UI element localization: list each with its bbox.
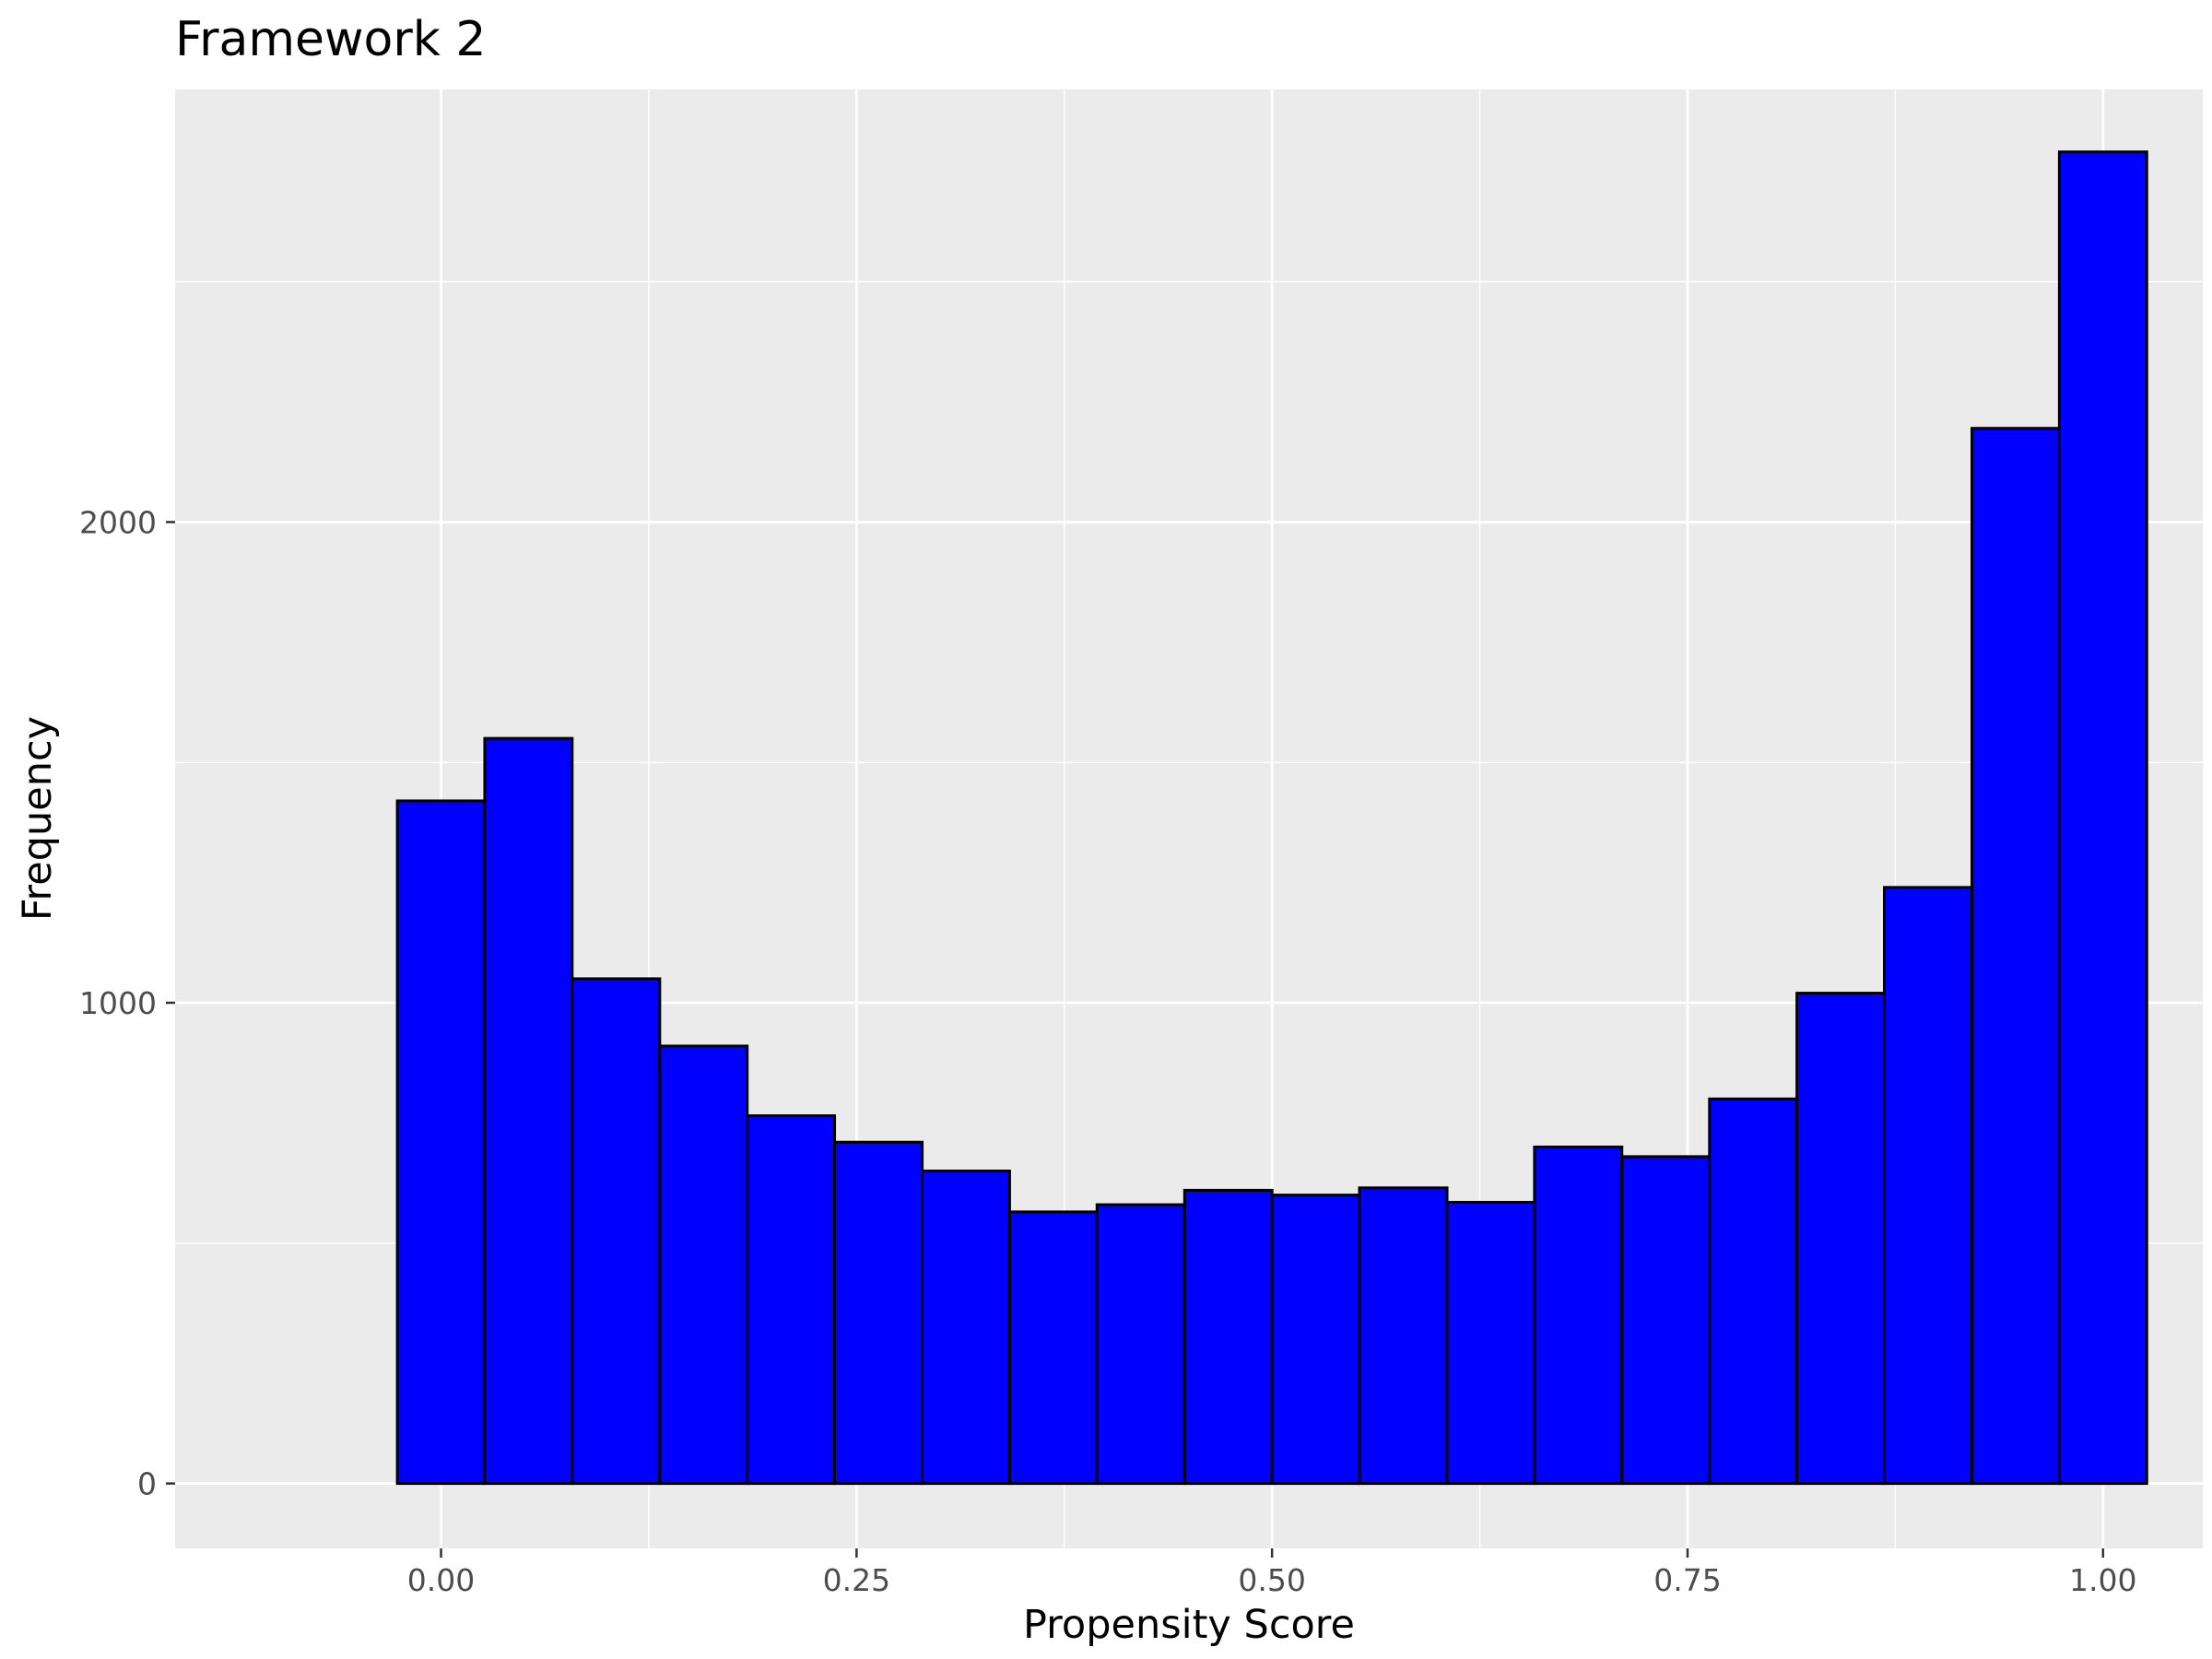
x-tick-label: 0.00 (407, 1562, 475, 1598)
x-axis-title: Propensity Score (1023, 1602, 1355, 1648)
chart-title: Framework 2 (175, 12, 486, 67)
histogram-bar (2057, 150, 2148, 1486)
y-tick-label: 0 (137, 1466, 157, 1502)
y-axis-title: Frequency (15, 716, 61, 921)
histogram-bar (833, 1140, 924, 1486)
x-tick-label: 0.25 (823, 1562, 890, 1598)
histogram-bar (1445, 1200, 1536, 1486)
y-axis: 0 1000 2000 (79, 504, 175, 1502)
x-tick-label: 0.50 (1238, 1562, 1305, 1598)
histogram-bar (395, 799, 487, 1486)
histogram-bar (571, 977, 662, 1486)
histogram-bar (1095, 1203, 1186, 1486)
y-tick-label: 2000 (79, 504, 157, 540)
minor-gridlines (175, 89, 2203, 1548)
histogram-bar (1620, 1155, 1712, 1486)
histogram-bar (1971, 427, 2061, 1486)
histogram-bar (1007, 1210, 1099, 1486)
x-axis: 0.00 0.25 0.50 0.75 1.00 (407, 1548, 2137, 1598)
histogram-bar (746, 1114, 837, 1486)
x-tick-label: 0.75 (1653, 1562, 1721, 1598)
histogram-bar (1882, 886, 1974, 1486)
histogram-bar (1270, 1194, 1361, 1486)
bars (395, 150, 2148, 1486)
histogram-bar (658, 1044, 749, 1486)
histogram-bar (1358, 1186, 1449, 1486)
histogram-bar (921, 1170, 1011, 1486)
y-tick-label: 1000 (79, 985, 157, 1021)
x-tick-label: 1.00 (2069, 1562, 2136, 1598)
histogram-bar (483, 736, 574, 1486)
histogram-bar (1708, 1097, 1799, 1486)
histogram-bar (1795, 992, 1886, 1486)
histogram-bar (1182, 1188, 1274, 1486)
histogram-bar (1533, 1145, 1624, 1486)
